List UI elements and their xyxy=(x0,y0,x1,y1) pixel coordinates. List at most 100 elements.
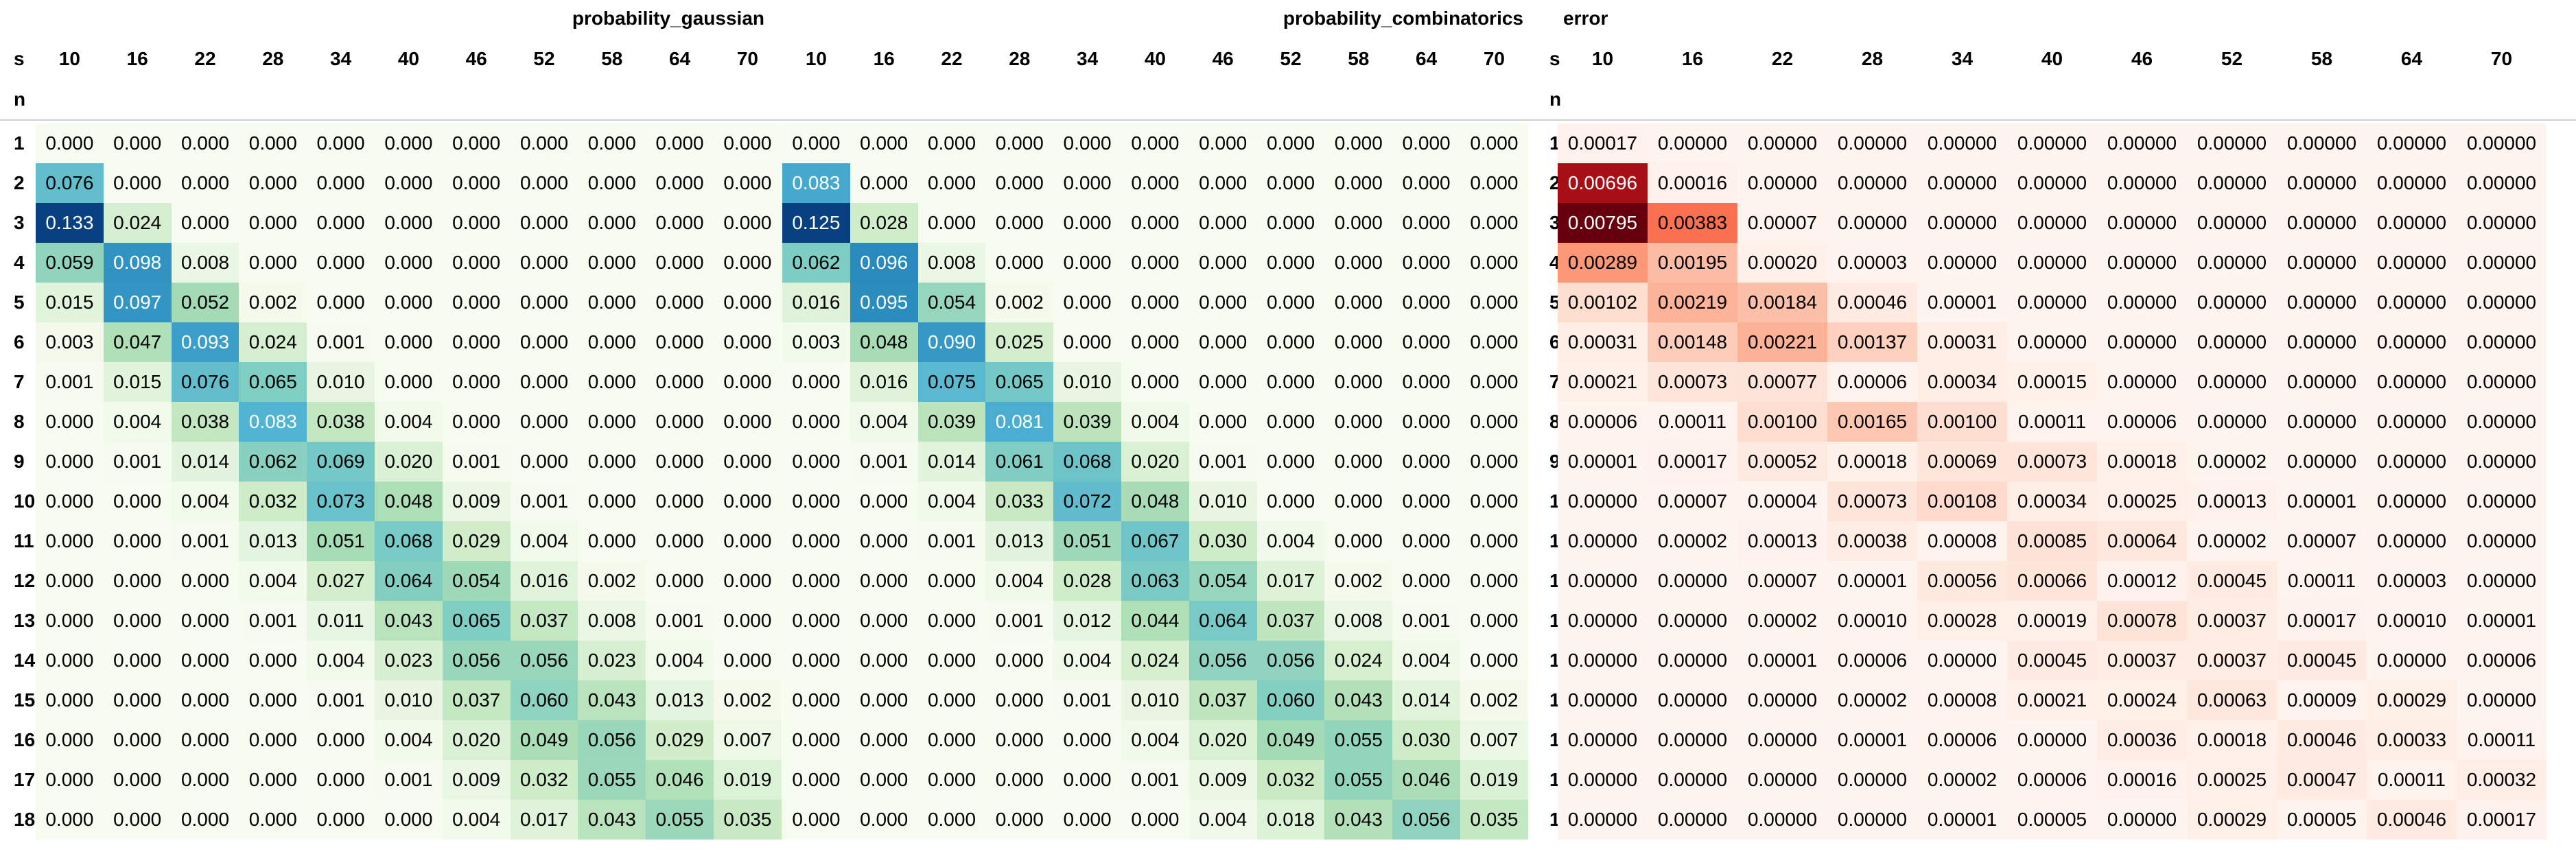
probability-combinatorics-cell: 0.001 xyxy=(1053,680,1121,720)
probability-combinatorics-cell: 0.000 xyxy=(1121,163,1189,203)
probability-combinatorics-cell: 0.000 xyxy=(782,760,850,800)
probability-combinatorics-cell: 0.001 xyxy=(1121,760,1189,800)
error-cell: 0.00020 xyxy=(1737,243,1827,283)
probability-gaussian-cell: 0.004 xyxy=(375,720,443,760)
error-cell: 0.00000 xyxy=(1558,800,1648,840)
probability-gaussian-cell: 0.000 xyxy=(103,680,172,720)
error-cell: 0.00033 xyxy=(2367,720,2457,760)
probability-combinatorics-cell: 0.000 xyxy=(1392,521,1460,561)
error-cell: 0.00025 xyxy=(2187,760,2277,800)
probability-combinatorics-cell: 0.000 xyxy=(782,641,850,680)
probability-combinatorics-cell: 0.056 xyxy=(1392,800,1460,840)
probability-combinatorics-cell: 0.000 xyxy=(1189,123,1257,163)
probability-combinatorics-cell: 0.039 xyxy=(1053,402,1121,442)
probability-combinatorics-cell: 0.000 xyxy=(850,163,918,203)
group-title-3: error xyxy=(1563,8,1608,29)
probability-gaussian-cell: 0.000 xyxy=(646,283,714,322)
error-cell: 0.00001 xyxy=(2277,482,2367,521)
probability-gaussian-cell: 0.000 xyxy=(578,123,646,163)
probability-combinatorics-cell: 0.065 xyxy=(985,362,1054,402)
probability-gaussian-cell: 0.001 xyxy=(510,482,578,521)
row-label: 13 xyxy=(14,610,36,631)
probability-combinatorics-cell: 0.063 xyxy=(1121,561,1189,601)
error-cell: 0.00002 xyxy=(1827,680,1917,720)
probability-gaussian-cell: 0.002 xyxy=(714,680,782,720)
error-cell: 0.00011 xyxy=(2277,561,2367,601)
probability-gaussian-cell: 0.020 xyxy=(375,442,443,482)
probability-gaussian-cell: 0.000 xyxy=(714,243,782,283)
probability-combinatorics-cell: 0.000 xyxy=(917,680,986,720)
block-separator xyxy=(1528,121,1536,856)
probability-gaussian-cell: 0.015 xyxy=(36,283,104,322)
error-cell: 0.00000 xyxy=(2367,283,2457,322)
error-row-label: 3 xyxy=(1549,212,1560,233)
error-cell: 0.00037 xyxy=(2097,641,2187,680)
column-header: 58 xyxy=(2310,48,2333,69)
error-cell: 0.00001 xyxy=(1827,561,1917,601)
error-cell: 0.00000 xyxy=(2367,641,2457,680)
probability-gaussian-cell: 0.000 xyxy=(646,442,714,482)
probability-gaussian-cell: 0.000 xyxy=(171,123,239,163)
probability-combinatorics-cell: 0.072 xyxy=(1053,482,1121,521)
probability-combinatorics-cell: 0.000 xyxy=(1189,402,1257,442)
column-header: 16 xyxy=(1681,48,1704,69)
error-cell: 0.00000 xyxy=(2187,123,2277,163)
probability-combinatorics-cell: 0.035 xyxy=(1460,800,1528,840)
probability-gaussian-cell: 0.065 xyxy=(239,362,307,402)
probability-gaussian-cell: 0.000 xyxy=(239,123,307,163)
error-cell: 0.00021 xyxy=(1558,362,1648,402)
probability-gaussian-cell: 0.011 xyxy=(307,601,375,641)
error-cell: 0.00006 xyxy=(2007,760,2097,800)
probability-gaussian-cell: 0.000 xyxy=(442,362,511,402)
error-cell: 0.00025 xyxy=(2097,482,2187,521)
error-cell: 0.00000 xyxy=(2457,362,2546,402)
probability-gaussian-cell: 0.043 xyxy=(578,680,646,720)
error-cell: 0.00000 xyxy=(2367,482,2457,521)
probability-combinatorics-cell: 0.048 xyxy=(850,322,918,362)
error-cell: 0.00052 xyxy=(1737,442,1827,482)
error-cell: 0.00000 xyxy=(1558,641,1648,680)
column-header: 40 xyxy=(397,48,419,69)
error-cell: 0.00045 xyxy=(2277,641,2367,680)
probability-gaussian-cell: 0.056 xyxy=(510,641,578,680)
error-cell: 0.00000 xyxy=(2457,402,2546,442)
probability-combinatorics-cell: 0.012 xyxy=(1053,601,1121,641)
error-cell: 0.00000 xyxy=(2007,322,2097,362)
probability-combinatorics-cell: 0.000 xyxy=(1460,442,1528,482)
probability-combinatorics-cell: 0.000 xyxy=(1324,442,1393,482)
error-cell: 0.00017 xyxy=(2277,601,2367,641)
probability-gaussian-cell: 0.000 xyxy=(239,800,307,840)
probability-combinatorics-cell: 0.096 xyxy=(850,243,918,283)
error-cell: 0.00000 xyxy=(2187,203,2277,243)
error-cell: 0.00078 xyxy=(2097,601,2187,641)
error-cell: 0.00000 xyxy=(2007,720,2097,760)
probability-combinatorics-cell: 0.025 xyxy=(985,322,1054,362)
probability-combinatorics-cell: 0.000 xyxy=(850,482,918,521)
error-cell: 0.00000 xyxy=(1648,123,1737,163)
error-cell: 0.00001 xyxy=(1917,283,2007,322)
error-cell: 0.00000 xyxy=(1648,720,1737,760)
probability-gaussian-cell: 0.000 xyxy=(239,720,307,760)
probability-combinatorics-cell: 0.056 xyxy=(1256,641,1325,680)
probability-gaussian-cell: 0.000 xyxy=(714,482,782,521)
probability-combinatorics-cell: 0.000 xyxy=(1392,123,1460,163)
probability-combinatorics-cell: 0.002 xyxy=(1460,680,1528,720)
column-header: 28 xyxy=(1861,48,1884,69)
error-cell: 0.00002 xyxy=(1648,521,1737,561)
probability-gaussian-cell: 0.000 xyxy=(36,561,104,601)
error-cell: 0.00064 xyxy=(2097,521,2187,561)
probability-combinatorics-cell: 0.000 xyxy=(917,720,986,760)
error-cell: 0.00063 xyxy=(2187,680,2277,720)
probability-gaussian-cell: 0.056 xyxy=(578,720,646,760)
error-cell: 0.00005 xyxy=(2007,800,2097,840)
probability-gaussian-cell: 0.000 xyxy=(103,760,172,800)
error-cell: 0.00010 xyxy=(1827,601,1917,641)
error-cell: 0.00085 xyxy=(2007,521,2097,561)
probability-combinatorics-cell: 0.000 xyxy=(1053,163,1121,203)
probability-combinatorics-cell: 0.081 xyxy=(985,402,1054,442)
probability-combinatorics-cell: 0.000 xyxy=(1392,561,1460,601)
probability-combinatorics-cell: 0.030 xyxy=(1392,720,1460,760)
probability-gaussian-cell: 0.000 xyxy=(578,243,646,283)
error-cell: 0.00000 xyxy=(2457,283,2546,322)
column-header: 28 xyxy=(1009,48,1031,69)
